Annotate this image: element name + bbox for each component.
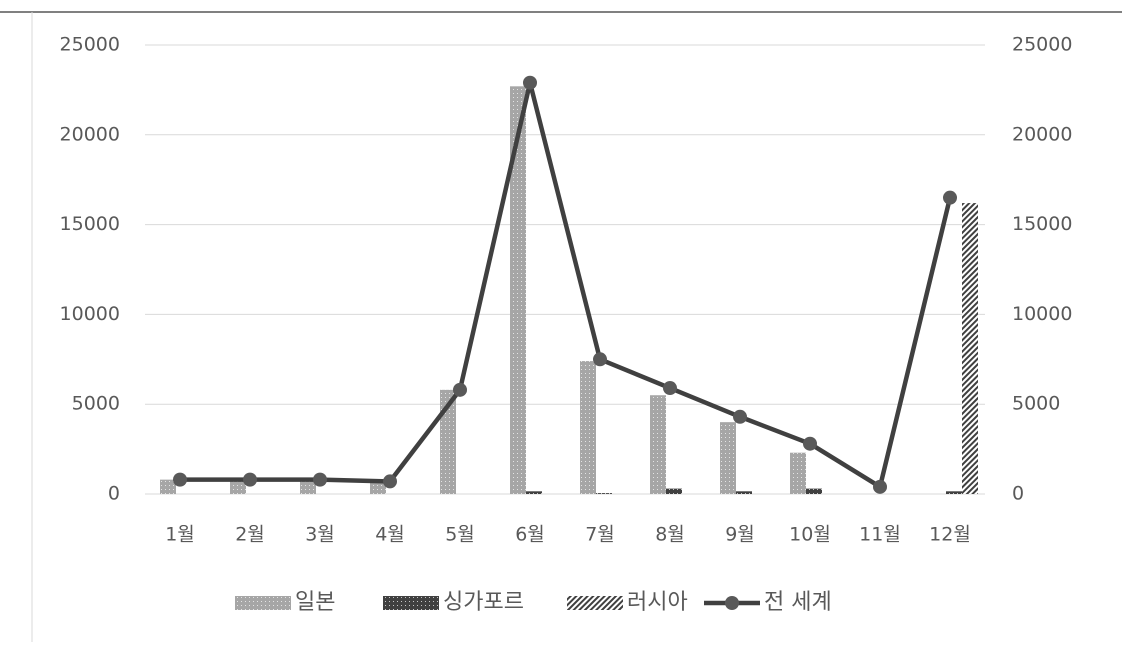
y-tick-label: 10000 [60, 303, 120, 325]
bar [806, 488, 822, 494]
legend-label: 전 세계 [764, 590, 832, 615]
x-tick-label: 1월 [165, 524, 195, 546]
bar [720, 422, 736, 494]
bar [666, 488, 682, 494]
bar [736, 491, 752, 494]
bar [510, 86, 526, 495]
bar [946, 491, 962, 494]
bar [526, 491, 542, 494]
line-marker [593, 352, 607, 367]
y2-tick-label: 5000 [1012, 393, 1060, 415]
legend-label: 러시아 [627, 590, 688, 615]
legend-swatch [567, 596, 623, 610]
line-marker [803, 436, 817, 451]
y2-tick-label: 25000 [1012, 34, 1072, 56]
legend-label: 일본 [295, 590, 335, 615]
y-tick-label: 0 [108, 483, 120, 505]
y2-tick-label: 0 [1012, 483, 1024, 505]
x-tick-label: 9월 [725, 524, 755, 546]
bar [580, 361, 596, 494]
bar [650, 395, 666, 494]
bar [160, 479, 176, 494]
line-marker [663, 381, 677, 396]
line-marker [453, 382, 467, 397]
line-marker [943, 190, 957, 205]
line-marker [733, 409, 747, 424]
x-tick-label: 12월 [929, 524, 971, 546]
line-marker [243, 472, 257, 487]
x-tick-label: 6월 [515, 524, 545, 546]
y-tick-label: 25000 [60, 34, 120, 56]
bar [370, 480, 386, 494]
line [180, 80, 953, 490]
legend-swatch [235, 596, 291, 610]
legend-marker [725, 596, 739, 610]
y-tick-label: 20000 [60, 123, 120, 145]
legend-label: 싱가포르 [443, 590, 524, 615]
legend-swatch [383, 596, 439, 610]
x-tick-label: 7월 [585, 524, 615, 546]
y2-tick-label: 10000 [1012, 303, 1072, 325]
line-marker [523, 75, 537, 90]
line-marker [313, 472, 327, 487]
bar [790, 452, 806, 494]
y2-tick-label: 20000 [1012, 123, 1072, 145]
bar [300, 480, 316, 494]
bar [596, 493, 612, 494]
bar [440, 389, 456, 494]
x-tick-label: 5월 [445, 524, 475, 546]
x-tick-label: 11월 [859, 524, 901, 546]
x-tick-label: 4월 [375, 524, 405, 546]
y-tick-label: 5000 [72, 393, 120, 415]
line-marker [383, 474, 397, 489]
x-tick-label: 10월 [789, 524, 831, 546]
x-tick-label: 3월 [305, 524, 335, 546]
x-tick-label: 8월 [655, 524, 685, 546]
bar [962, 203, 978, 494]
x-tick-label: 2월 [235, 524, 265, 546]
bar [230, 480, 246, 494]
line-marker [873, 479, 887, 494]
y2-tick-label: 15000 [1012, 213, 1072, 235]
line-marker [173, 472, 187, 487]
y-tick-label: 15000 [60, 213, 120, 235]
